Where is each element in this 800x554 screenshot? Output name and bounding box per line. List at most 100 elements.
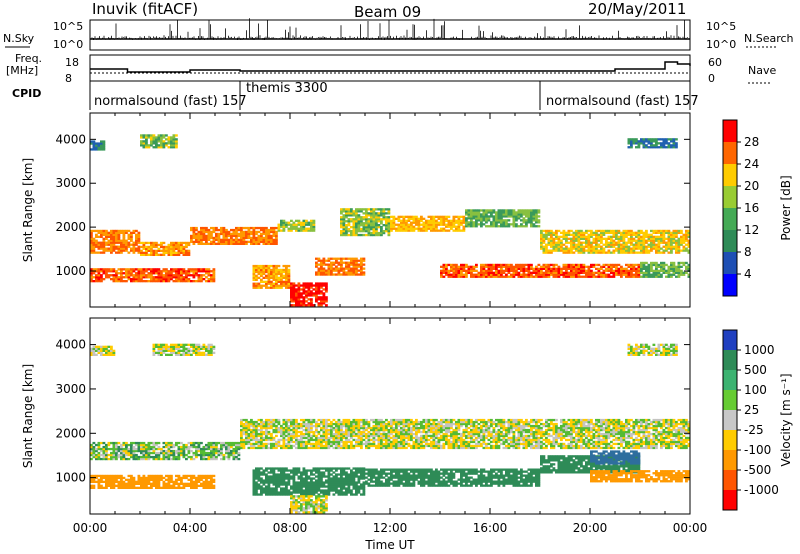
noise-trace (91, 18, 688, 40)
velocity-panel: 1000 2000 3000 4000 Slant Range [km] 00:00 04:… (21, 317, 708, 552)
power-band-1 (140, 241, 191, 256)
power-colorbar-tick-label: 24 (744, 157, 759, 171)
power-band-15 (90, 140, 106, 151)
nsky-panel-frame (89, 19, 691, 51)
beam-title: Beam 09 (354, 3, 422, 21)
nave-tick-bottom: 0 (708, 72, 715, 85)
velocity-colorbar-tick-label: 25 (744, 403, 759, 417)
power-colorbar-swatch (723, 208, 737, 231)
power-colorbar-tick-label: 20 (744, 179, 759, 193)
velocity-colorbar-tick-label: -1000 (744, 483, 779, 497)
time-tick-label: 00:00 (73, 521, 108, 535)
power-ytick-label: 3000 (55, 176, 86, 190)
nsearch-tick-bottom: 10^0 (706, 38, 737, 51)
power-colorbar-swatch (723, 274, 737, 297)
aux-panels (5, 18, 776, 110)
date-title: 20/May/2011 (588, 0, 687, 18)
time-axis-label: Time UT (364, 538, 415, 552)
power-colorbar-label: Power [dB] (779, 175, 793, 240)
velocity-band-4 (365, 468, 541, 487)
velocity-colorbar-tick-label: 500 (744, 363, 767, 377)
velocity-ytick-label: 3000 (55, 382, 86, 396)
velocity-colorbar-swatch (723, 430, 737, 451)
power-colorbar-tick-label: 12 (744, 223, 759, 237)
velocity-colorbar-swatch (723, 490, 737, 511)
power-colorbar-tick-label: 28 (744, 135, 759, 149)
power-colorbar-swatch (723, 120, 737, 143)
power-colorbar-swatch (723, 186, 737, 209)
freq-trace (90, 61, 691, 73)
cpid-label: CPID (12, 87, 42, 100)
time-tick-label: 20:00 (573, 521, 608, 535)
power-band-0 (90, 229, 141, 254)
velocity-ylabel: Slant Range [km] (21, 364, 35, 468)
power-colorbar-tick-label: 8 (744, 245, 752, 259)
velocity-band-11 (627, 343, 678, 356)
power-ytick-label: 4000 (55, 132, 86, 146)
nave-label: Nave (748, 64, 777, 77)
velocity-colorbar-swatch (723, 470, 737, 491)
power-colorbar-swatch (723, 252, 737, 275)
power-band-7 (540, 229, 690, 254)
nsky-tick-bottom: 10^0 (53, 38, 84, 51)
velocity-ytick-label: 4000 (55, 338, 86, 352)
freq-panel-frame (89, 54, 691, 82)
velocity-colorbar-swatch (723, 330, 737, 351)
power-band-17 (627, 138, 678, 149)
power-band-10 (290, 282, 328, 307)
freq-tick-bottom: 8 (65, 72, 72, 85)
power-band-14 (640, 261, 690, 278)
power-ylabel: Slant Range [km] (21, 158, 35, 262)
velocity-band-3 (252, 467, 366, 496)
time-tick-label: 00:00 (673, 521, 708, 535)
velocity-band-8 (290, 495, 328, 514)
power-band-8 (90, 268, 216, 283)
power-band-13 (540, 263, 641, 278)
velocity-colorbar-frame (722, 329, 738, 511)
power-band-2 (190, 226, 278, 245)
power-band-4 (340, 208, 391, 237)
velocity-colorbar-swatch (723, 390, 737, 411)
velocity-colorbar-tick-label: -500 (744, 463, 771, 477)
freq-tick-top: 18 (65, 56, 79, 69)
power-band-11 (315, 257, 366, 276)
power-ytick-label: 2000 (55, 220, 86, 234)
velocity-colorbar-tick-label: 100 (744, 383, 767, 397)
velocity-band-6 (590, 450, 641, 465)
power-band-3 (277, 219, 316, 232)
velocity-colorbar-tick-label: -25 (744, 423, 764, 437)
velocity-colorbar-tick-label: 1000 (744, 343, 775, 357)
freq-label: Freq. (15, 52, 43, 65)
cpid-segment-2: themis 3300 (246, 81, 328, 96)
velocity-band-10 (152, 343, 216, 356)
power-colorbar-swatch (723, 142, 737, 165)
velocity-ytick-label: 2000 (55, 426, 86, 440)
velocity-colorbar-tick-label: -100 (744, 443, 771, 457)
time-tick-label: 04:00 (173, 521, 208, 535)
velocity-band-0 (240, 418, 690, 450)
power-band-16 (140, 134, 178, 149)
power-band-6 (465, 209, 541, 228)
power-colorbar-tick-label: 4 (744, 267, 752, 281)
time-tick-label: 08:00 (273, 521, 308, 535)
power-colorbar-swatch (723, 230, 737, 253)
velocity-colorbar-swatch (723, 450, 737, 471)
velocity-colorbar-swatch (723, 410, 737, 431)
velocity-band-9 (90, 345, 116, 356)
velocity-ytick-label: 1000 (55, 471, 86, 485)
nsky-tick-top: 10^5 (53, 20, 84, 33)
nsearch-label: N.Search (744, 32, 794, 45)
station-title: Inuvik (fitACF) (92, 0, 199, 18)
velocity-band-2 (90, 474, 216, 489)
velocity-colorbar-label: Velocity [m s⁻¹] (779, 373, 793, 466)
power-cells (90, 134, 690, 307)
power-ytick-label: 1000 (55, 264, 86, 278)
velocity-colorbar-swatch (723, 350, 737, 371)
velocity-band-1 (90, 441, 241, 461)
velocity-cells (90, 343, 690, 514)
nsky-label: N.Sky (3, 32, 35, 45)
velocity-colorbar-swatch (723, 370, 737, 391)
cpid-segment-3: normalsound (fast) 157 (546, 94, 699, 109)
power-band-5 (390, 215, 466, 232)
nave-tick-top: 60 (708, 56, 722, 69)
